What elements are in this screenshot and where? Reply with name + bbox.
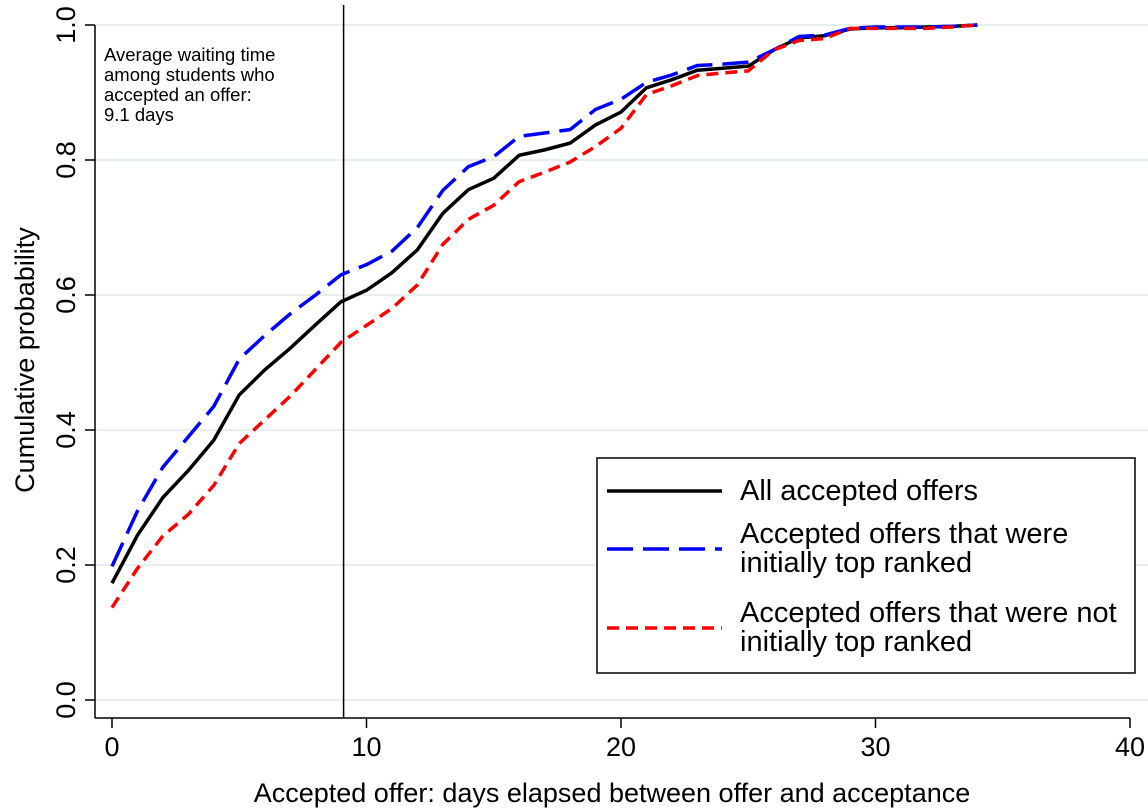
y-tick-label: 1.0 — [51, 6, 81, 44]
y-tick-label: 0.0 — [51, 681, 81, 719]
annotation: among students who — [104, 64, 275, 85]
x-tick-label: 30 — [860, 732, 890, 762]
x-tick-label: 20 — [606, 732, 636, 762]
y-axis-label: Cumulative probability — [10, 227, 40, 493]
legend-label: Accepted offers that were not initially … — [740, 597, 1117, 658]
x-tick-label: 10 — [351, 732, 381, 762]
y-tick-label: 0.2 — [51, 546, 81, 584]
legend-label: All accepted offers — [740, 474, 979, 507]
annotation: accepted an offer: — [104, 84, 252, 105]
legend-label: Accepted offers that were initially top … — [740, 518, 1069, 579]
y-tick-label: 0.6 — [51, 276, 81, 314]
legend-box — [596, 457, 1136, 674]
y-tick-label: 0.4 — [51, 411, 81, 449]
x-tick-label: 40 — [1115, 732, 1145, 762]
annotation: 9.1 days — [104, 104, 174, 125]
annotation: Average waiting time — [104, 44, 275, 65]
series-line — [110, 23, 978, 609]
x-axis-label: Accepted offer: days elapsed between off… — [254, 778, 971, 808]
y-tick-label: 0.8 — [51, 141, 81, 179]
series-line — [110, 23, 978, 568]
x-tick-label: 0 — [104, 732, 119, 762]
